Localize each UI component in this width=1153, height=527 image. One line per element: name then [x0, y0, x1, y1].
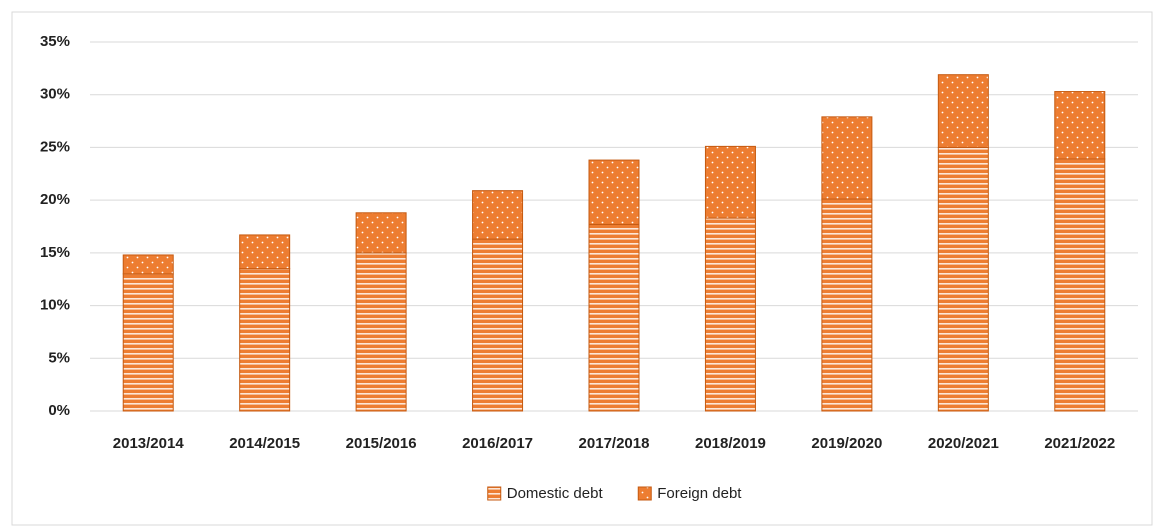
bar-segment — [704, 217, 756, 412]
x-tick-label: 2017/2018 — [579, 435, 650, 452]
x-tick-label: 2014/2015 — [229, 435, 300, 452]
y-tick-label: 20% — [40, 191, 70, 208]
plot: 0% 5% 10% 15% 20% 25% 30% 35% 2013/2014 2014/2015… — [40, 33, 1138, 502]
bar-segment — [472, 238, 524, 412]
x-tick-label: 2021/2022 — [1044, 435, 1115, 452]
y-tick-label: 30% — [40, 86, 70, 103]
x-tick-label: 2013/2014 — [113, 435, 185, 452]
bar-segment — [122, 273, 174, 412]
bar-segment — [937, 146, 989, 412]
bar-segment — [821, 116, 873, 200]
legend-label: Domestic debt — [507, 485, 604, 502]
bar-segment — [821, 198, 873, 412]
bar-segment — [239, 268, 291, 412]
y-tick-label: 25% — [40, 138, 70, 155]
bar-segment — [355, 252, 407, 412]
legend-swatch — [487, 486, 502, 501]
y-tick-label: 10% — [40, 297, 70, 314]
bar-segment — [1054, 158, 1106, 412]
y-tick-label: 15% — [40, 244, 70, 261]
y-tick-label: 35% — [40, 33, 70, 50]
bar-segment — [937, 74, 989, 148]
x-tick-label: 2018/2019 — [695, 435, 766, 452]
x-tick-label: 2019/2020 — [811, 435, 882, 452]
bar-segment — [1054, 91, 1106, 160]
bar-segment — [239, 234, 291, 270]
bar-segment — [122, 254, 174, 275]
legend-label: Foreign debt — [657, 485, 742, 502]
bar-segment — [588, 159, 640, 225]
legend-swatch — [637, 486, 652, 501]
bar-segment — [472, 190, 524, 240]
y-tick-label: 5% — [48, 349, 70, 366]
bar-segment — [355, 212, 407, 254]
x-tick-label: 2015/2016 — [346, 435, 417, 452]
bar-segment — [704, 145, 756, 219]
bar-segment — [588, 223, 640, 412]
y-tick-label: 0% — [48, 402, 70, 419]
x-tick-label: 2016/2017 — [462, 435, 533, 452]
x-tick-label: 2020/2021 — [928, 435, 999, 452]
chart-border — [11, 11, 1153, 526]
